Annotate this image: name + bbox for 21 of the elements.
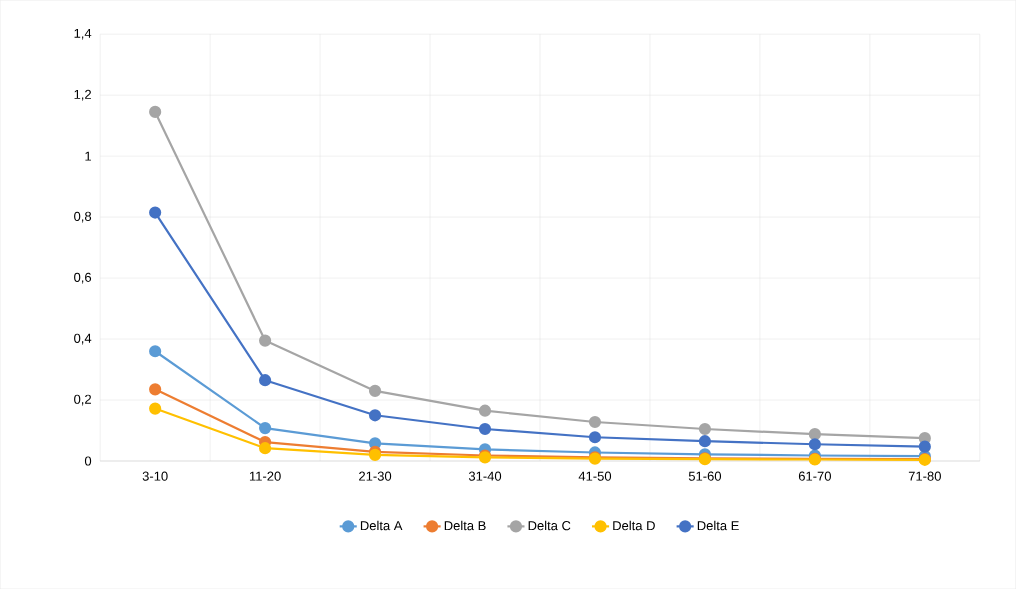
x-tick-label: 31-40 [468, 471, 502, 481]
y-tick-label: 0,6 [74, 272, 92, 284]
x-tick-label: 71-80 [908, 471, 941, 481]
legend-label: Delta A [360, 520, 403, 531]
legend-label: Delta D [613, 520, 655, 531]
x-tick-label: 41-50 [578, 471, 612, 481]
y-tick-label: 1 [85, 151, 92, 161]
y-tick-label: 0 [84, 456, 92, 466]
y-tick-label: 0,4 [74, 333, 92, 345]
legend-label: Delta E [697, 520, 739, 531]
y-tick-label: 0,2 [74, 394, 91, 406]
y-tick-label: 1,2 [74, 89, 91, 101]
legend-label: Delta B [444, 520, 486, 531]
x-tick-label: 21-30 [359, 471, 392, 481]
x-tick-label: 51-60 [688, 471, 722, 481]
y-tick-label: 0,8 [74, 211, 92, 223]
legend-label: Delta C [528, 520, 571, 531]
x-tick-label: 61-70 [798, 471, 831, 481]
x-tick-label: 11-20 [249, 471, 281, 481]
y-tick-label: 1,4 [74, 28, 92, 40]
x-tick-label: 3-10 [142, 471, 168, 481]
